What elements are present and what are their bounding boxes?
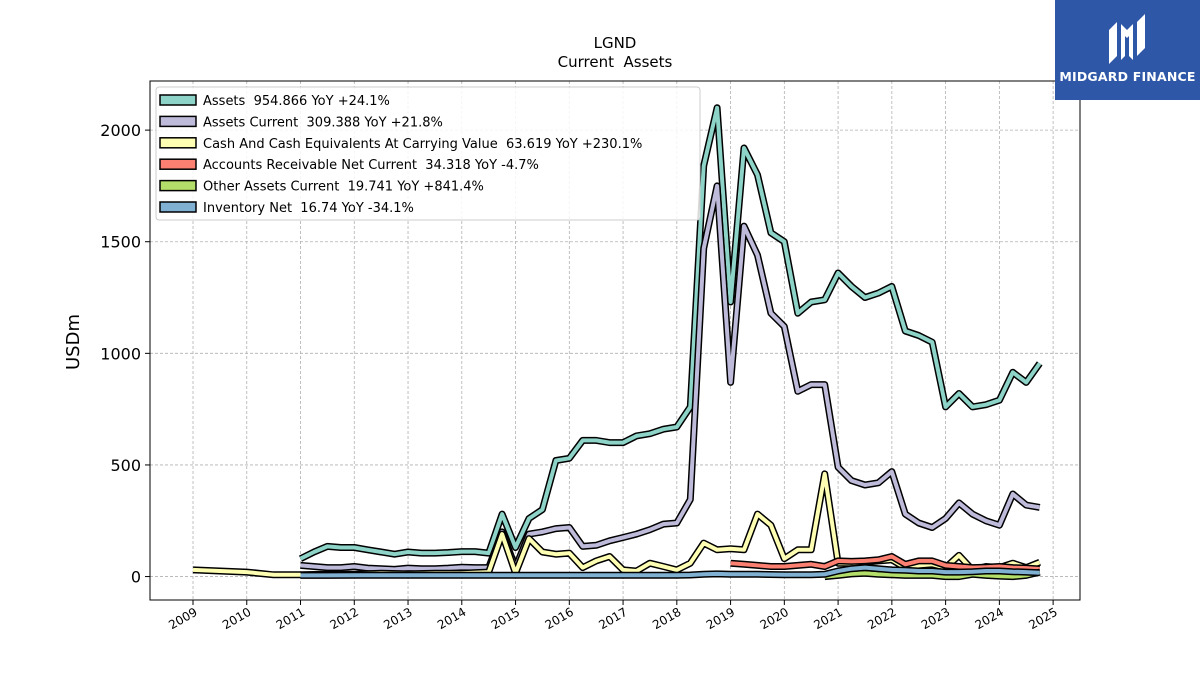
series-layer bbox=[192, 104, 1043, 581]
x-tick-label: 2025 bbox=[1026, 605, 1059, 632]
x-axis: 2009 2010 2011 2012 2013 2014 2015 2016 2017 2018… bbox=[166, 600, 1060, 632]
x-tick-label: 2023 bbox=[919, 605, 952, 632]
brand-name: MIDGARD FINANCE bbox=[1059, 69, 1196, 84]
y-tick-label: 2000 bbox=[100, 121, 141, 140]
y-axis-label: USDm bbox=[63, 314, 84, 370]
midgard-logo-icon bbox=[1109, 14, 1145, 64]
x-tick-label: 2016 bbox=[543, 605, 576, 632]
x-tick-label: 2010 bbox=[220, 605, 253, 632]
y-tick-label: 1000 bbox=[100, 344, 141, 363]
legend-swatch bbox=[159, 115, 197, 128]
series-line bbox=[300, 183, 1041, 572]
chart-title: LGND bbox=[594, 34, 637, 52]
x-tick-label: 2020 bbox=[758, 605, 791, 632]
legend-label: Cash And Cash Equivalents At Carrying Va… bbox=[203, 137, 642, 152]
series-1 bbox=[300, 182, 1041, 573]
legend-swatch bbox=[159, 201, 197, 213]
x-tick-label: 2019 bbox=[704, 605, 737, 632]
series-line bbox=[300, 565, 1040, 578]
legend-swatch bbox=[159, 179, 197, 192]
series-line bbox=[730, 554, 1040, 571]
chart-subtitle: Current Assets bbox=[558, 53, 673, 71]
legend-label: Inventory Net 16.74 YoY -34.1% bbox=[203, 201, 414, 216]
series-line-outline bbox=[300, 182, 1041, 573]
x-tick-label: 2013 bbox=[381, 605, 414, 632]
x-tick-label: 2021 bbox=[811, 605, 844, 632]
series-line bbox=[824, 570, 1041, 579]
legend-swatch bbox=[159, 137, 197, 149]
series-line bbox=[299, 105, 1042, 561]
plot-frame bbox=[149, 80, 1081, 601]
y-axis: 0 500 1000 1500 2000 bbox=[100, 121, 150, 587]
brand-logo: MIDGARD FINANCE bbox=[1055, 0, 1200, 100]
legend-label: Assets 954.866 YoY +24.1% bbox=[203, 94, 390, 109]
y-tick-label: 0 bbox=[131, 568, 141, 587]
y-tick-label: 1500 bbox=[100, 233, 141, 252]
x-tick-label: 2022 bbox=[865, 605, 898, 632]
legend-label: Accounts Receivable Net Current 34.318 Y… bbox=[203, 158, 539, 173]
x-tick-label: 2024 bbox=[973, 605, 1006, 632]
y-tick-label: 500 bbox=[110, 456, 141, 475]
x-tick-label: 2018 bbox=[650, 605, 683, 632]
series-5 bbox=[300, 564, 1040, 579]
legend-label: Assets Current 309.388 YoY +21.8% bbox=[203, 115, 443, 130]
x-tick-label: 2015 bbox=[489, 605, 522, 632]
legend-swatch bbox=[159, 94, 197, 106]
x-tick-label: 2017 bbox=[596, 605, 629, 632]
series-3 bbox=[730, 553, 1040, 573]
legend: Assets 954.866 YoY +24.1% Assets Current … bbox=[155, 86, 701, 221]
x-tick-label: 2011 bbox=[274, 605, 307, 632]
x-tick-label: 2009 bbox=[166, 605, 199, 632]
x-tick-label: 2014 bbox=[435, 605, 468, 632]
series-0 bbox=[298, 104, 1043, 562]
x-tick-label: 2012 bbox=[328, 605, 361, 632]
legend-swatch bbox=[159, 158, 197, 170]
series-4 bbox=[824, 568, 1041, 581]
legend-box bbox=[155, 86, 701, 221]
legend-label: Other Assets Current 19.741 YoY +841.4% bbox=[203, 180, 484, 195]
